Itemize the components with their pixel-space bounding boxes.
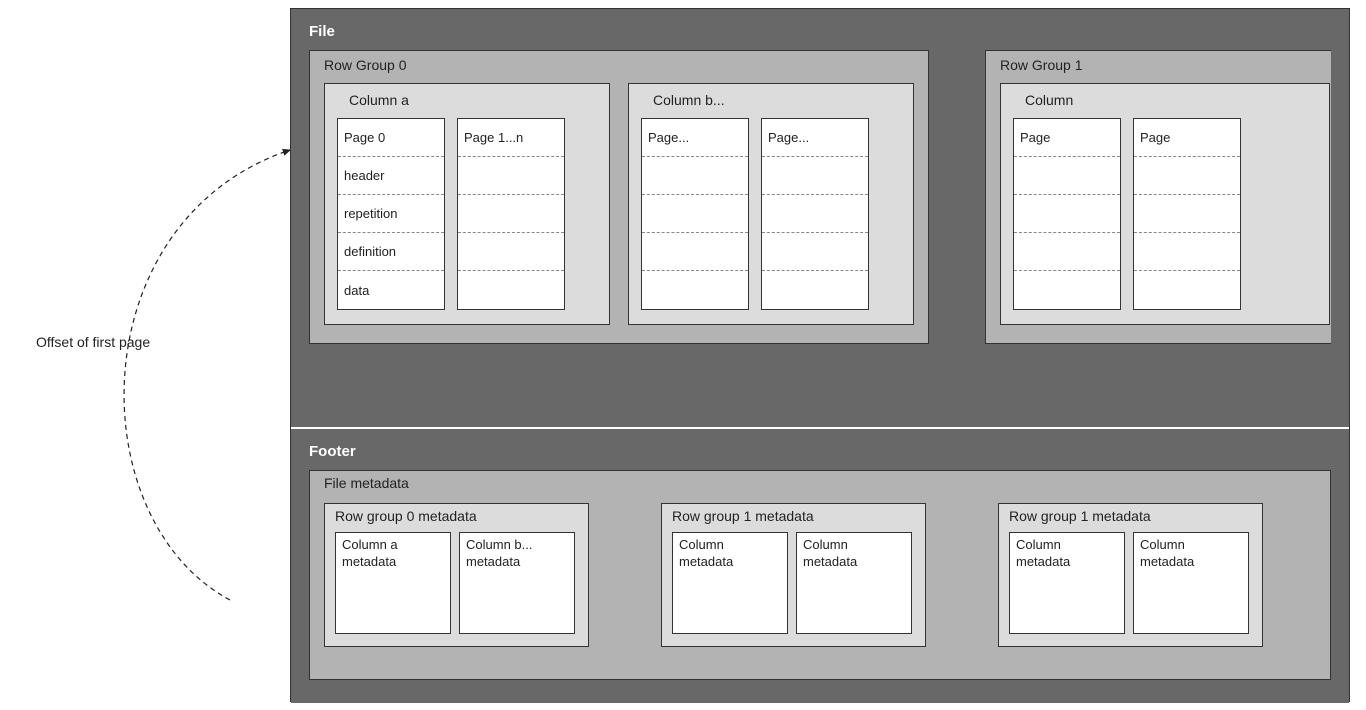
- metadata-group-label: Row group 1 metadata: [1009, 508, 1252, 524]
- page-row: [1014, 271, 1120, 309]
- column-box: Column b... Page... Page...: [628, 83, 914, 325]
- page-box: Page 1...n: [457, 118, 565, 310]
- page-box: Page...: [641, 118, 749, 310]
- page-row: [762, 157, 868, 195]
- column-label: Column a: [349, 92, 597, 108]
- page-box: Page 0headerrepetitiondefinitiondata: [337, 118, 445, 310]
- page-box: Page...: [761, 118, 869, 310]
- metadata-col: Column metadata: [1133, 532, 1249, 634]
- page-row: [1014, 233, 1120, 271]
- footer-title: Footer: [309, 443, 1331, 460]
- file-section: File Row Group 0 Column a Page 0headerrepe…: [291, 9, 1349, 427]
- page-row: [762, 233, 868, 271]
- page-row: repetition: [338, 195, 444, 233]
- metadata-col: Column a metadata: [335, 532, 451, 634]
- page-row: header: [338, 157, 444, 195]
- metadata-cols: Column a metadataColumn b... metadata: [335, 532, 578, 634]
- column-label: Column: [1025, 92, 1317, 108]
- row-group: Row Group 1 Column Page Page: [985, 50, 1331, 344]
- file-metadata-box: File metadata Row group 0 metadata Column…: [309, 470, 1331, 680]
- column-label: Column b...: [653, 92, 901, 108]
- page-row: [642, 157, 748, 195]
- metadata-groups-container: Row group 0 metadataColumn a metadataCol…: [324, 503, 1316, 647]
- page-row: [458, 195, 564, 233]
- row-group-label: Row Group 1: [1000, 57, 1330, 73]
- footer-section: Footer File metadata Row group 0 metadat…: [291, 429, 1349, 703]
- page-row: [1134, 157, 1240, 195]
- page-row: [762, 195, 868, 233]
- page-row: [642, 271, 748, 309]
- column-box: Column a Page 0headerrepetitiondefinition…: [324, 83, 610, 325]
- page-row: [458, 233, 564, 271]
- metadata-cols: Column metadataColumn metadata: [1009, 532, 1252, 634]
- metadata-col: Column metadata: [672, 532, 788, 634]
- row-group: Row Group 0 Column a Page 0headerrepetitio…: [309, 50, 929, 344]
- pages-container: Page Page: [1013, 118, 1317, 310]
- page-row: Page: [1014, 119, 1120, 157]
- metadata-col: Column metadata: [796, 532, 912, 634]
- columns-container: Column Page Page: [1000, 83, 1330, 325]
- column-box: Column Page Page: [1000, 83, 1330, 325]
- page-row: Page 1...n: [458, 119, 564, 157]
- pages-container: Page... Page...: [641, 118, 901, 310]
- page-row: [1014, 195, 1120, 233]
- metadata-group-label: Row group 1 metadata: [672, 508, 915, 524]
- page-row: [1134, 271, 1240, 309]
- metadata-group: Row group 0 metadata Column a metadataCol…: [324, 503, 589, 647]
- row-group-label: Row Group 0: [324, 57, 914, 73]
- page-row: Page 0: [338, 119, 444, 157]
- page-row: [642, 195, 748, 233]
- metadata-cols: Column metadataColumn metadata: [672, 532, 915, 634]
- page-row: [458, 157, 564, 195]
- page-box: Page: [1133, 118, 1241, 310]
- metadata-group: Row group 1 metadata Column metadataColum…: [998, 503, 1263, 647]
- file-title: File: [309, 23, 1331, 40]
- metadata-col: Column metadata: [1009, 532, 1125, 634]
- diagram-canvas: File Row Group 0 Column a Page 0headerrepe…: [290, 8, 1350, 702]
- page-row: [1134, 195, 1240, 233]
- page-row: definition: [338, 233, 444, 271]
- offset-label: Offset of first page: [36, 334, 150, 350]
- pages-container: Page 0headerrepetitiondefinitiondataPage…: [337, 118, 597, 310]
- page-row: [1014, 157, 1120, 195]
- page-row: Page...: [642, 119, 748, 157]
- page-row: [642, 233, 748, 271]
- page-row: [458, 271, 564, 309]
- page-row: [762, 271, 868, 309]
- row-groups-container: Row Group 0 Column a Page 0headerrepetitio…: [309, 50, 1331, 344]
- page-row: data: [338, 271, 444, 309]
- page-row: [1134, 233, 1240, 271]
- metadata-group: Row group 1 metadata Column metadataColum…: [661, 503, 926, 647]
- page-row: Page: [1134, 119, 1240, 157]
- metadata-group-label: Row group 0 metadata: [335, 508, 578, 524]
- columns-container: Column a Page 0headerrepetitiondefinition…: [324, 83, 914, 325]
- file-metadata-label: File metadata: [324, 475, 1316, 491]
- page-row: Page...: [762, 119, 868, 157]
- metadata-col: Column b... metadata: [459, 532, 575, 634]
- page-box: Page: [1013, 118, 1121, 310]
